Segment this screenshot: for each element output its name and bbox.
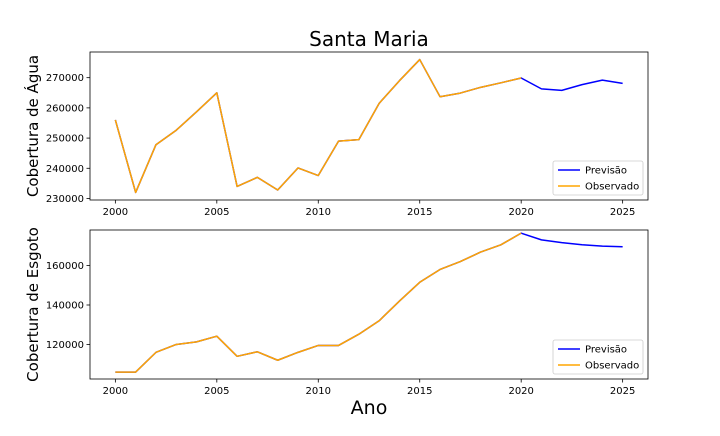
legend-label: Previsão bbox=[585, 166, 627, 177]
x-tick-label: 2005 bbox=[204, 386, 229, 397]
y-tick-label: 260000 bbox=[46, 103, 84, 114]
legend: Previsão Observado bbox=[552, 160, 644, 196]
y-tick-label: 270000 bbox=[46, 73, 84, 84]
x-tick-label: 2000 bbox=[103, 386, 128, 397]
series-line-observado bbox=[115, 232, 522, 373]
y-tick-label: 160000 bbox=[46, 261, 84, 272]
y-axis-label: Cobertura de Esgoto bbox=[24, 227, 42, 382]
legend: Previsão Observado bbox=[552, 339, 644, 375]
y-axis-label: Cobertura de Água bbox=[23, 55, 42, 197]
legend-label: Observado bbox=[585, 361, 639, 372]
axes-frame bbox=[89, 229, 649, 380]
x-tick-label: 2020 bbox=[508, 207, 533, 218]
y-tick-label: 250000 bbox=[46, 134, 84, 145]
x-tick-label: 2015 bbox=[407, 207, 432, 218]
x-tick-label: 2025 bbox=[610, 207, 635, 218]
x-tick-label: 2000 bbox=[103, 207, 128, 218]
x-tick-label: 2010 bbox=[306, 386, 331, 397]
plot-sewage-coverage: 2000 2005 2010 2015 2020 2025 120000 140000 1600… bbox=[24, 227, 649, 397]
chart-title: Santa Maria bbox=[309, 27, 429, 51]
y-tick-label: 230000 bbox=[46, 194, 84, 205]
legend-label: Previsão bbox=[585, 345, 627, 356]
x-tick-label: 2015 bbox=[407, 386, 432, 397]
x-axis-label: Ano bbox=[351, 397, 388, 419]
y-tick-label: 140000 bbox=[46, 300, 84, 311]
y-tick-label: 120000 bbox=[46, 340, 84, 351]
legend-label: Observado bbox=[585, 182, 639, 193]
x-tick-label: 2025 bbox=[610, 386, 635, 397]
plot-water-coverage: 2000 2005 2010 2015 2020 2025 230000 240000 2500… bbox=[23, 51, 649, 218]
series-line-observado bbox=[114, 58, 522, 194]
x-tick-label: 2020 bbox=[508, 386, 533, 397]
axes-frame bbox=[89, 51, 649, 201]
x-tick-label: 2010 bbox=[306, 207, 331, 218]
y-tick-label: 240000 bbox=[46, 164, 84, 175]
x-tick-label: 2005 bbox=[204, 207, 229, 218]
